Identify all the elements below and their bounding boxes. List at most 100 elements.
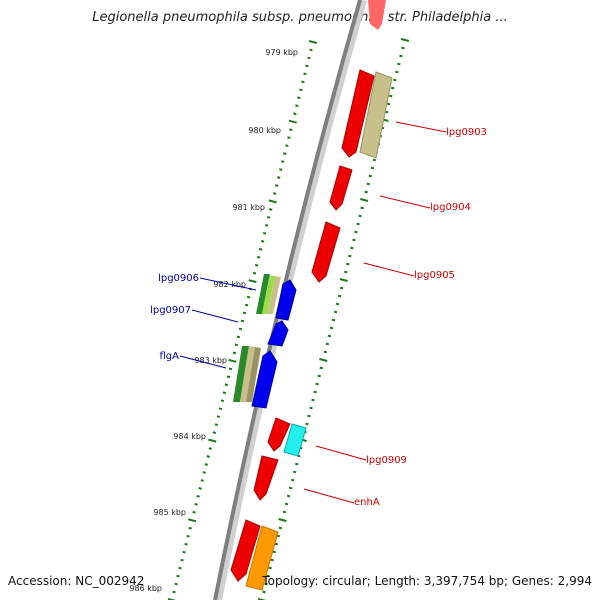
scale-minor-tick <box>216 415 221 418</box>
scale-minor-tick <box>218 407 223 411</box>
scale-minor-tick <box>268 208 273 211</box>
scale-major-tick <box>268 199 277 204</box>
map-title: Legionella pneumophila subsp. pneumophil… <box>92 10 508 25</box>
gene-enhA[interactable] <box>253 455 279 501</box>
scale-minor-tick <box>273 192 277 195</box>
scale-major-tick <box>257 598 267 600</box>
gene-bottom-orange[interactable] <box>245 525 279 591</box>
scale-minor-tick <box>262 590 266 594</box>
leader-lpg0904 <box>379 195 431 209</box>
scale-minor-tick <box>372 158 377 162</box>
scale-minor-tick <box>256 255 261 259</box>
scale-minor-tick <box>284 502 289 506</box>
gene-lpg0905[interactable] <box>311 221 341 283</box>
scale-major-tick <box>188 518 197 523</box>
scale-minor-tick <box>264 582 268 586</box>
label-flgA[interactable]: flgA <box>160 351 180 362</box>
scale-minor-tick <box>240 319 245 323</box>
scale-minor-tick <box>293 112 297 116</box>
scale-major-tick <box>339 278 348 282</box>
accession-label: Accession: NC_002942 <box>8 574 145 588</box>
scale-minor-tick <box>206 455 210 458</box>
gene-bottom-red[interactable] <box>230 519 261 582</box>
scale-minor-tick <box>325 342 330 346</box>
scale-major-tick <box>400 38 410 42</box>
scale-minor-tick <box>260 239 265 243</box>
label-lpg0904[interactable]: lpg0904 <box>430 202 471 213</box>
scale-minor-tick <box>242 311 247 315</box>
scale-minor-tick <box>319 366 323 370</box>
gene-flgA[interactable] <box>251 350 278 409</box>
scale-minor-tick <box>356 222 360 226</box>
gene-lpg0903[interactable] <box>341 69 375 158</box>
scale-minor-tick <box>344 270 348 274</box>
scale-minor-tick <box>186 534 190 538</box>
label-lpg0903[interactable]: lpg0903 <box>446 127 487 138</box>
scale-minor-tick <box>295 462 299 466</box>
scale-minor-tick <box>212 431 217 434</box>
scale-minor-tick <box>317 374 321 378</box>
scale-minor-tick <box>200 479 204 482</box>
gene-lpg0909-cds[interactable] <box>283 423 307 457</box>
scale-minor-tick <box>395 70 399 74</box>
scale-minor-tick <box>180 558 184 562</box>
scale-major-tick <box>319 358 328 362</box>
scale-major-tick <box>308 40 318 44</box>
gene-lpg0903-cds[interactable] <box>359 71 393 159</box>
leader-lpg0906 <box>199 277 257 291</box>
label-enhA[interactable]: enhA <box>354 497 380 508</box>
label-lpg0909[interactable]: lpg0909 <box>366 455 407 466</box>
scale-minor-tick <box>277 176 281 179</box>
scale-minor-tick <box>289 128 293 132</box>
gene-lpg0906[interactable] <box>275 279 297 321</box>
scale-minor-tick <box>311 398 315 402</box>
scale-minor-tick <box>278 526 283 530</box>
gene-top-partial[interactable] <box>368 0 386 30</box>
gene-lpg0907[interactable] <box>267 320 289 347</box>
leader-lpg0907 <box>191 309 239 323</box>
scale-major-tick <box>228 358 237 363</box>
label-lpg0907[interactable]: lpg0907 <box>150 305 191 316</box>
scale-minor-tick <box>290 478 295 482</box>
scale-minor-tick <box>333 310 338 314</box>
scale-ruler-inner <box>167 40 318 600</box>
scale-major-tick <box>278 518 287 522</box>
scale-minor-tick <box>214 423 219 426</box>
scale-major-tick <box>288 119 297 124</box>
scale-minor-tick <box>307 414 311 418</box>
scale-minor-tick <box>188 526 192 530</box>
scale-minor-tick <box>352 238 356 242</box>
scale-minor-tick <box>270 558 274 562</box>
scale-minor-tick <box>303 72 307 76</box>
scale-label-984: 984 kbp <box>173 432 206 441</box>
scale-minor-tick <box>329 326 334 330</box>
scale-minor-tick <box>309 406 313 410</box>
scale-minor-tick <box>258 247 263 251</box>
scale-minor-tick <box>295 104 299 108</box>
scale-minor-tick <box>301 80 305 84</box>
scale-minor-tick <box>297 96 301 100</box>
gene-lpg0909[interactable] <box>267 417 291 452</box>
scale-minor-tick <box>397 62 401 66</box>
leader-flgA <box>179 355 227 369</box>
scale-minor-tick <box>339 286 344 290</box>
scale-minor-tick <box>272 550 276 554</box>
scale-minor-tick <box>176 574 180 578</box>
label-lpg0905[interactable]: lpg0905 <box>414 270 455 281</box>
scale-minor-tick <box>305 64 309 68</box>
leader-lpg0903 <box>395 121 447 133</box>
scale-major-tick <box>167 598 177 600</box>
gene-flgA-stack[interactable] <box>233 346 261 402</box>
scale-minor-tick <box>391 86 395 90</box>
scale-minor-tick <box>222 391 227 395</box>
gene-lpg0906-stack[interactable] <box>256 274 281 314</box>
gene-lpg0904[interactable] <box>329 165 353 211</box>
label-lpg0906[interactable]: lpg0906 <box>158 273 199 284</box>
scale-minor-tick <box>268 566 272 570</box>
scale-minor-tick <box>335 302 340 306</box>
scale-minor-tick <box>283 152 287 155</box>
scale-minor-tick <box>285 144 289 147</box>
scale-minor-tick <box>279 168 283 171</box>
